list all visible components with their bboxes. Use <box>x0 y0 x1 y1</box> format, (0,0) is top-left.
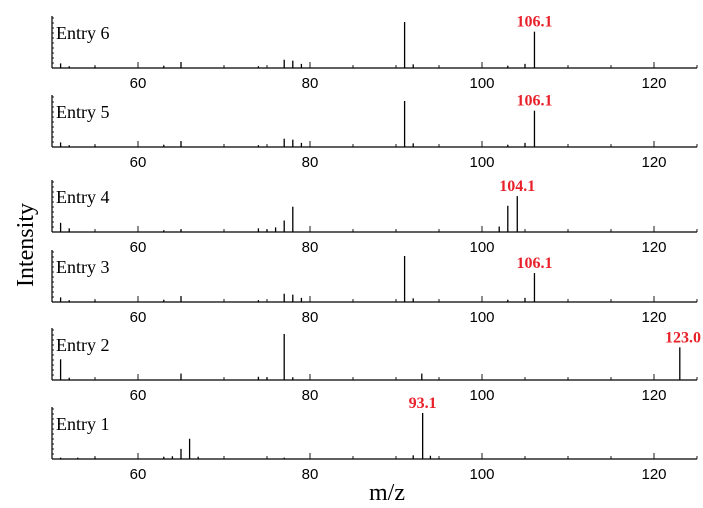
spectrum-panel: 60 80 100 120 Entry 5 106.1 <box>51 93 698 171</box>
peak-annotation: 106.1 <box>516 255 552 272</box>
x-tick-label: 120 <box>641 154 666 171</box>
peak-annotation: 123.0 <box>665 329 701 346</box>
y-axis-title: Intensity <box>13 203 39 287</box>
x-tick-label: 100 <box>469 239 494 256</box>
x-tick-label: 80 <box>302 466 319 483</box>
x-tick-label: 120 <box>641 387 666 404</box>
entry-label: Entry 1 <box>56 414 110 434</box>
x-axis-title: m/z <box>369 480 405 506</box>
peak-annotation: 104.1 <box>499 178 535 195</box>
entry-label: Entry 6 <box>56 23 110 43</box>
peak-annotation: 106.1 <box>516 14 552 31</box>
x-tick-label: 100 <box>469 466 494 483</box>
entry-label: Entry 5 <box>56 102 110 122</box>
x-tick-label: 80 <box>302 387 319 404</box>
spectrum-panel: 60 80 100 120 Entry 2 123.0 <box>51 328 701 404</box>
x-tick-label: 120 <box>641 75 666 92</box>
x-tick-label: 60 <box>130 466 147 483</box>
peak-annotation: 106.1 <box>516 93 552 110</box>
x-tick-label: 80 <box>302 239 319 256</box>
spectrum-panel: 60 80 100 120 Entry 3 106.1 <box>51 250 698 326</box>
x-tick-label: 80 <box>302 154 319 171</box>
spectrum-panel: 60 80 100 120 Entry 6 106.1 <box>51 14 698 92</box>
x-tick-label: 60 <box>130 239 147 256</box>
x-tick-label: 100 <box>469 75 494 92</box>
x-tick-label: 60 <box>130 387 147 404</box>
x-tick-label: 100 <box>469 309 494 326</box>
spectra-panels: 60 80 100 120 Entry 6 106.1 60 80 100 120 Entry 5 1… <box>51 14 701 483</box>
x-tick-label: 60 <box>130 75 147 92</box>
x-tick-label: 60 <box>130 154 147 171</box>
entry-label: Entry 3 <box>56 257 110 277</box>
x-tick-label: 120 <box>641 466 666 483</box>
x-tick-label: 60 <box>130 309 147 326</box>
x-tick-label: 80 <box>302 75 319 92</box>
spectrum-panel: 60 80 100 120 Entry 1 93.1 <box>51 395 698 483</box>
x-tick-label: 100 <box>469 387 494 404</box>
entry-label: Entry 4 <box>56 187 110 207</box>
x-tick-label: 120 <box>641 309 666 326</box>
x-tick-label: 80 <box>302 309 319 326</box>
entry-label: Entry 2 <box>56 335 110 355</box>
spectrum-panel: 60 80 100 120 Entry 4 104.1 <box>51 178 698 256</box>
peak-annotation: 93.1 <box>409 395 437 412</box>
x-tick-label: 120 <box>641 239 666 256</box>
x-tick-label: 100 <box>469 154 494 171</box>
